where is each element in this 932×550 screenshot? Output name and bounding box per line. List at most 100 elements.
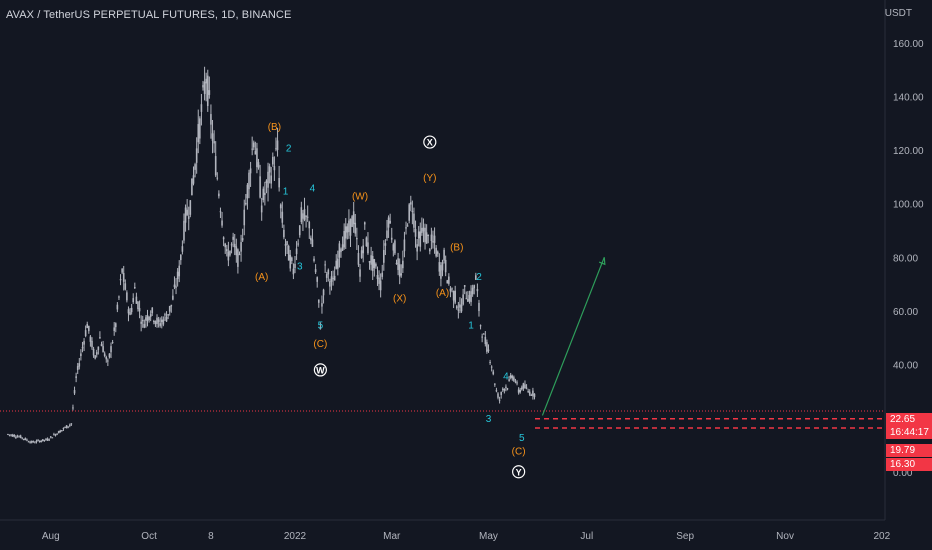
candle bbox=[172, 289, 174, 301]
candle bbox=[68, 423, 71, 428]
candle bbox=[257, 158, 260, 170]
candle bbox=[27, 440, 30, 443]
candle bbox=[199, 116, 201, 145]
candle bbox=[265, 179, 268, 194]
candle bbox=[146, 309, 149, 327]
candle bbox=[8, 434, 11, 437]
candle bbox=[463, 285, 466, 295]
candle bbox=[129, 308, 131, 316]
candle bbox=[416, 238, 418, 261]
candle bbox=[248, 169, 250, 199]
candle bbox=[527, 388, 529, 393]
candle bbox=[189, 199, 192, 218]
svg-text:Y: Y bbox=[516, 467, 522, 477]
candle bbox=[371, 251, 374, 281]
candle bbox=[81, 341, 84, 353]
candle bbox=[187, 206, 190, 231]
candle bbox=[365, 236, 368, 247]
candle bbox=[283, 224, 285, 240]
candle bbox=[397, 252, 399, 276]
candle bbox=[278, 165, 280, 192]
candle bbox=[484, 331, 487, 347]
candle bbox=[56, 433, 58, 436]
candle bbox=[135, 292, 138, 304]
candle bbox=[351, 214, 353, 228]
candle bbox=[344, 218, 347, 250]
candle bbox=[124, 279, 127, 291]
candle bbox=[349, 218, 352, 248]
candle bbox=[341, 236, 344, 251]
candle bbox=[362, 238, 364, 263]
candle bbox=[273, 156, 276, 182]
candle bbox=[149, 310, 152, 322]
candle bbox=[303, 197, 306, 222]
candle bbox=[99, 331, 101, 339]
candle bbox=[19, 434, 22, 439]
candle bbox=[151, 307, 154, 316]
candle bbox=[467, 291, 469, 302]
candle bbox=[154, 320, 157, 328]
candle bbox=[311, 228, 314, 247]
candle bbox=[319, 322, 322, 330]
candle bbox=[335, 254, 338, 270]
candle bbox=[321, 295, 323, 314]
candle bbox=[379, 273, 382, 298]
candle bbox=[284, 238, 287, 257]
candle bbox=[10, 434, 12, 437]
wave-circle-label: Y bbox=[512, 465, 526, 479]
candle bbox=[270, 166, 273, 189]
candle bbox=[294, 255, 296, 274]
candle bbox=[325, 271, 328, 283]
candle bbox=[235, 238, 238, 263]
wave-label: (A) bbox=[436, 288, 449, 299]
candle bbox=[292, 263, 295, 280]
candle bbox=[256, 142, 258, 174]
time-tick-label: Oct bbox=[141, 531, 157, 542]
candle bbox=[373, 258, 376, 277]
candle bbox=[110, 342, 112, 359]
wave-label: 5 bbox=[318, 320, 324, 331]
candle bbox=[476, 283, 479, 298]
candle bbox=[32, 440, 35, 443]
candle bbox=[113, 322, 115, 336]
candle bbox=[452, 290, 455, 309]
candle bbox=[64, 426, 66, 429]
candle bbox=[314, 264, 317, 275]
candle bbox=[243, 199, 246, 236]
candle bbox=[230, 242, 233, 254]
candle bbox=[348, 209, 350, 239]
projection-arrowhead bbox=[598, 257, 606, 266]
price-levels bbox=[0, 410, 885, 429]
candle bbox=[408, 202, 410, 224]
candle bbox=[102, 340, 104, 353]
candle bbox=[494, 383, 496, 387]
svg-text:W: W bbox=[316, 365, 325, 375]
candle bbox=[295, 241, 298, 261]
candle bbox=[338, 240, 341, 268]
candle bbox=[54, 433, 57, 437]
candle bbox=[508, 375, 510, 382]
candle bbox=[141, 315, 144, 328]
candle bbox=[462, 288, 464, 306]
candle bbox=[245, 194, 247, 206]
time-axis[interactable]: Aug Oct 8 2022 Mar May Jul Sep Nov 202 bbox=[42, 531, 891, 542]
candle bbox=[259, 164, 261, 199]
candle bbox=[48, 438, 50, 441]
wave-label: (X) bbox=[393, 294, 406, 305]
candle bbox=[459, 297, 461, 314]
candle bbox=[291, 256, 293, 265]
candle bbox=[368, 260, 371, 270]
candle bbox=[532, 387, 534, 400]
candle bbox=[533, 393, 536, 400]
candle bbox=[92, 346, 95, 358]
candle bbox=[451, 287, 453, 293]
candle bbox=[75, 372, 77, 383]
candle bbox=[327, 268, 330, 282]
level-2-tag: 16.30 bbox=[886, 458, 932, 471]
candle bbox=[221, 211, 223, 228]
candle bbox=[332, 270, 334, 286]
candle bbox=[216, 172, 219, 181]
candle bbox=[203, 66, 206, 101]
candle bbox=[422, 218, 425, 243]
